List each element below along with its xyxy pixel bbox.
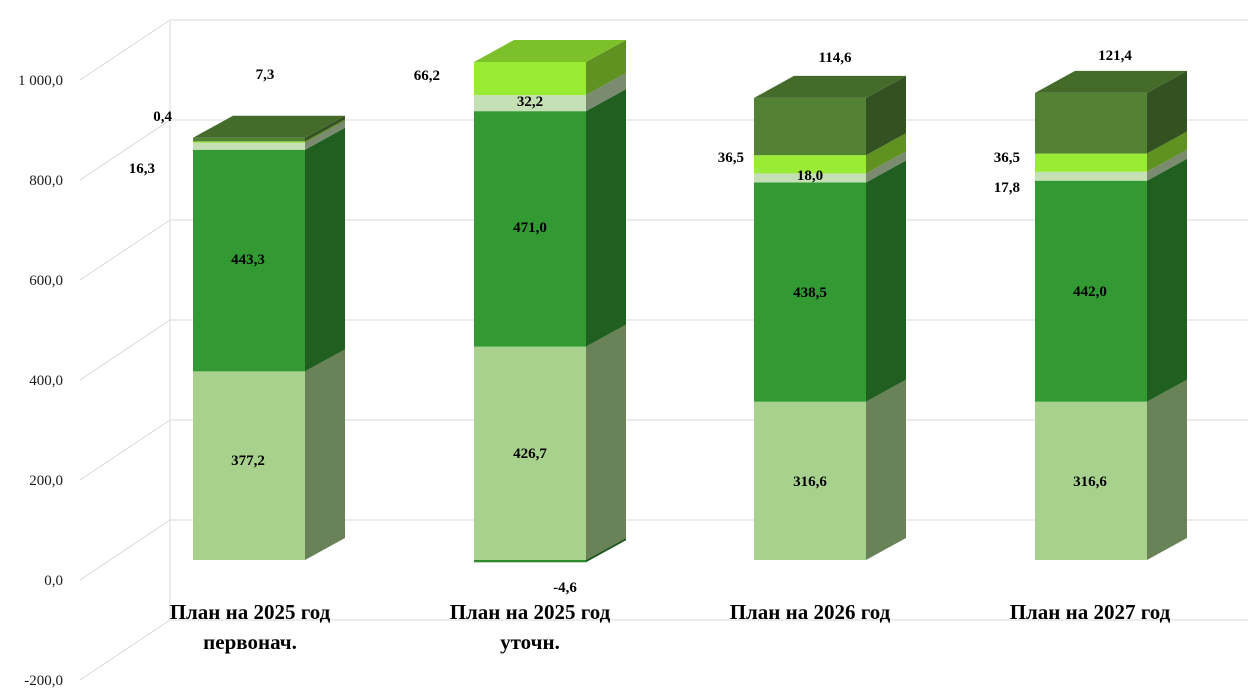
bar-stack-4 [1035, 70, 1187, 560]
data-label: 18,0 [797, 168, 823, 184]
data-label: 443,3 [231, 252, 265, 268]
data-label: 32,2 [517, 94, 543, 110]
data-labels: 377,2 443,3 16,3 0,4 7,3 426,7 471,0 32,2 66,2 -4… [129, 48, 1133, 596]
bar-segment-side [1147, 131, 1187, 172]
bar-segment-side [1147, 70, 1187, 154]
bar-segment-side [866, 75, 906, 156]
y-tick-label: 1 000,0 [18, 73, 63, 89]
bar-segment-side [1147, 158, 1187, 402]
bar-segment [193, 141, 305, 143]
bar-segment-side [586, 538, 626, 563]
bar-stack-1 [193, 115, 345, 560]
bar-top-face [474, 39, 626, 62]
bar-segment [1035, 92, 1147, 154]
data-label: 66,2 [414, 68, 440, 84]
bar-segment [754, 401, 866, 560]
data-label: 36,5 [718, 150, 744, 166]
gridline-depth [79, 419, 171, 481]
data-label: 36,5 [994, 150, 1020, 166]
category-label: План на 2025 год [450, 600, 611, 624]
bar-segment [1035, 153, 1147, 172]
gridline-depth [79, 519, 171, 581]
data-label: 438,5 [793, 285, 827, 301]
category-label: План на 2026 год [730, 600, 891, 624]
gridline-depth [79, 319, 171, 381]
bar-segment [474, 95, 586, 112]
y-tick-label: 800,0 [29, 173, 63, 189]
bar-segment-side [866, 133, 906, 174]
bar-segment [474, 560, 586, 563]
bar-segment [754, 173, 866, 183]
data-label: 7,3 [256, 67, 275, 83]
bar-segment-side [305, 119, 345, 150]
data-label: 377,2 [231, 453, 265, 469]
bar-top-face [193, 115, 345, 138]
bar-segment-side [1147, 379, 1187, 560]
data-label: 16,3 [129, 161, 155, 177]
bar-segment-side [305, 127, 345, 372]
category-label: План на 2027 год [1010, 600, 1171, 624]
bar-segment [1035, 171, 1147, 181]
bar-segment [474, 111, 586, 347]
bar-stack-2 [474, 39, 626, 563]
bar-segment [193, 141, 305, 150]
data-label: 17,8 [994, 180, 1020, 196]
bar-segment [474, 61, 586, 96]
bar-segment [193, 371, 305, 560]
data-label: 114,6 [819, 50, 852, 66]
gridline-depth [79, 19, 171, 81]
data-label: 316,6 [793, 474, 827, 490]
data-label: 442,0 [1073, 284, 1107, 300]
bar-segment [754, 97, 866, 156]
bar-segment-side [586, 39, 626, 96]
bar-segment-side [586, 89, 626, 347]
bar-segment [754, 155, 866, 174]
bar-top-face [754, 75, 906, 98]
bar-segment-side [866, 160, 906, 402]
bar-segment-side [866, 379, 906, 560]
category-label: уточн. [500, 630, 560, 654]
bar-segment-side [305, 119, 345, 143]
bar-segment [193, 137, 305, 142]
data-label: 316,6 [1073, 474, 1107, 490]
data-label: 121,4 [1098, 48, 1132, 64]
data-label: 426,7 [513, 446, 547, 462]
y-tick-label: 200,0 [29, 473, 63, 489]
bar-top-face [1035, 70, 1187, 93]
category-label: первонач. [203, 630, 297, 654]
category-label: План на 2025 год [170, 600, 331, 624]
bar-segment-side [586, 324, 626, 560]
bar-segment-side [1147, 149, 1187, 181]
y-tick-label: 600,0 [29, 273, 63, 289]
bar-segment [1035, 180, 1147, 402]
gridline-depth [79, 119, 171, 181]
bar-segment-side [866, 151, 906, 183]
gridline-depth [79, 219, 171, 281]
bar-segment [1035, 401, 1147, 560]
bar-segment-side [586, 73, 626, 112]
bar-stack-3 [754, 75, 906, 560]
bar-segment [193, 149, 305, 372]
bar-segment [474, 346, 586, 560]
y-tick-label: 400,0 [29, 373, 63, 389]
data-label: 0,4 [153, 109, 172, 125]
bar-segment [754, 182, 866, 402]
y-tick-label: 0,0 [44, 573, 63, 589]
x-axis-categories: План на 2025 год первонач. План на 2025 го… [170, 600, 1171, 654]
gridline-depth [79, 619, 171, 681]
y-tick-label: -200,0 [24, 673, 63, 689]
data-label: 471,0 [513, 220, 547, 236]
data-label: -4,6 [553, 580, 577, 596]
bar-segment-side [305, 115, 345, 142]
bar-segment-side [305, 349, 345, 560]
